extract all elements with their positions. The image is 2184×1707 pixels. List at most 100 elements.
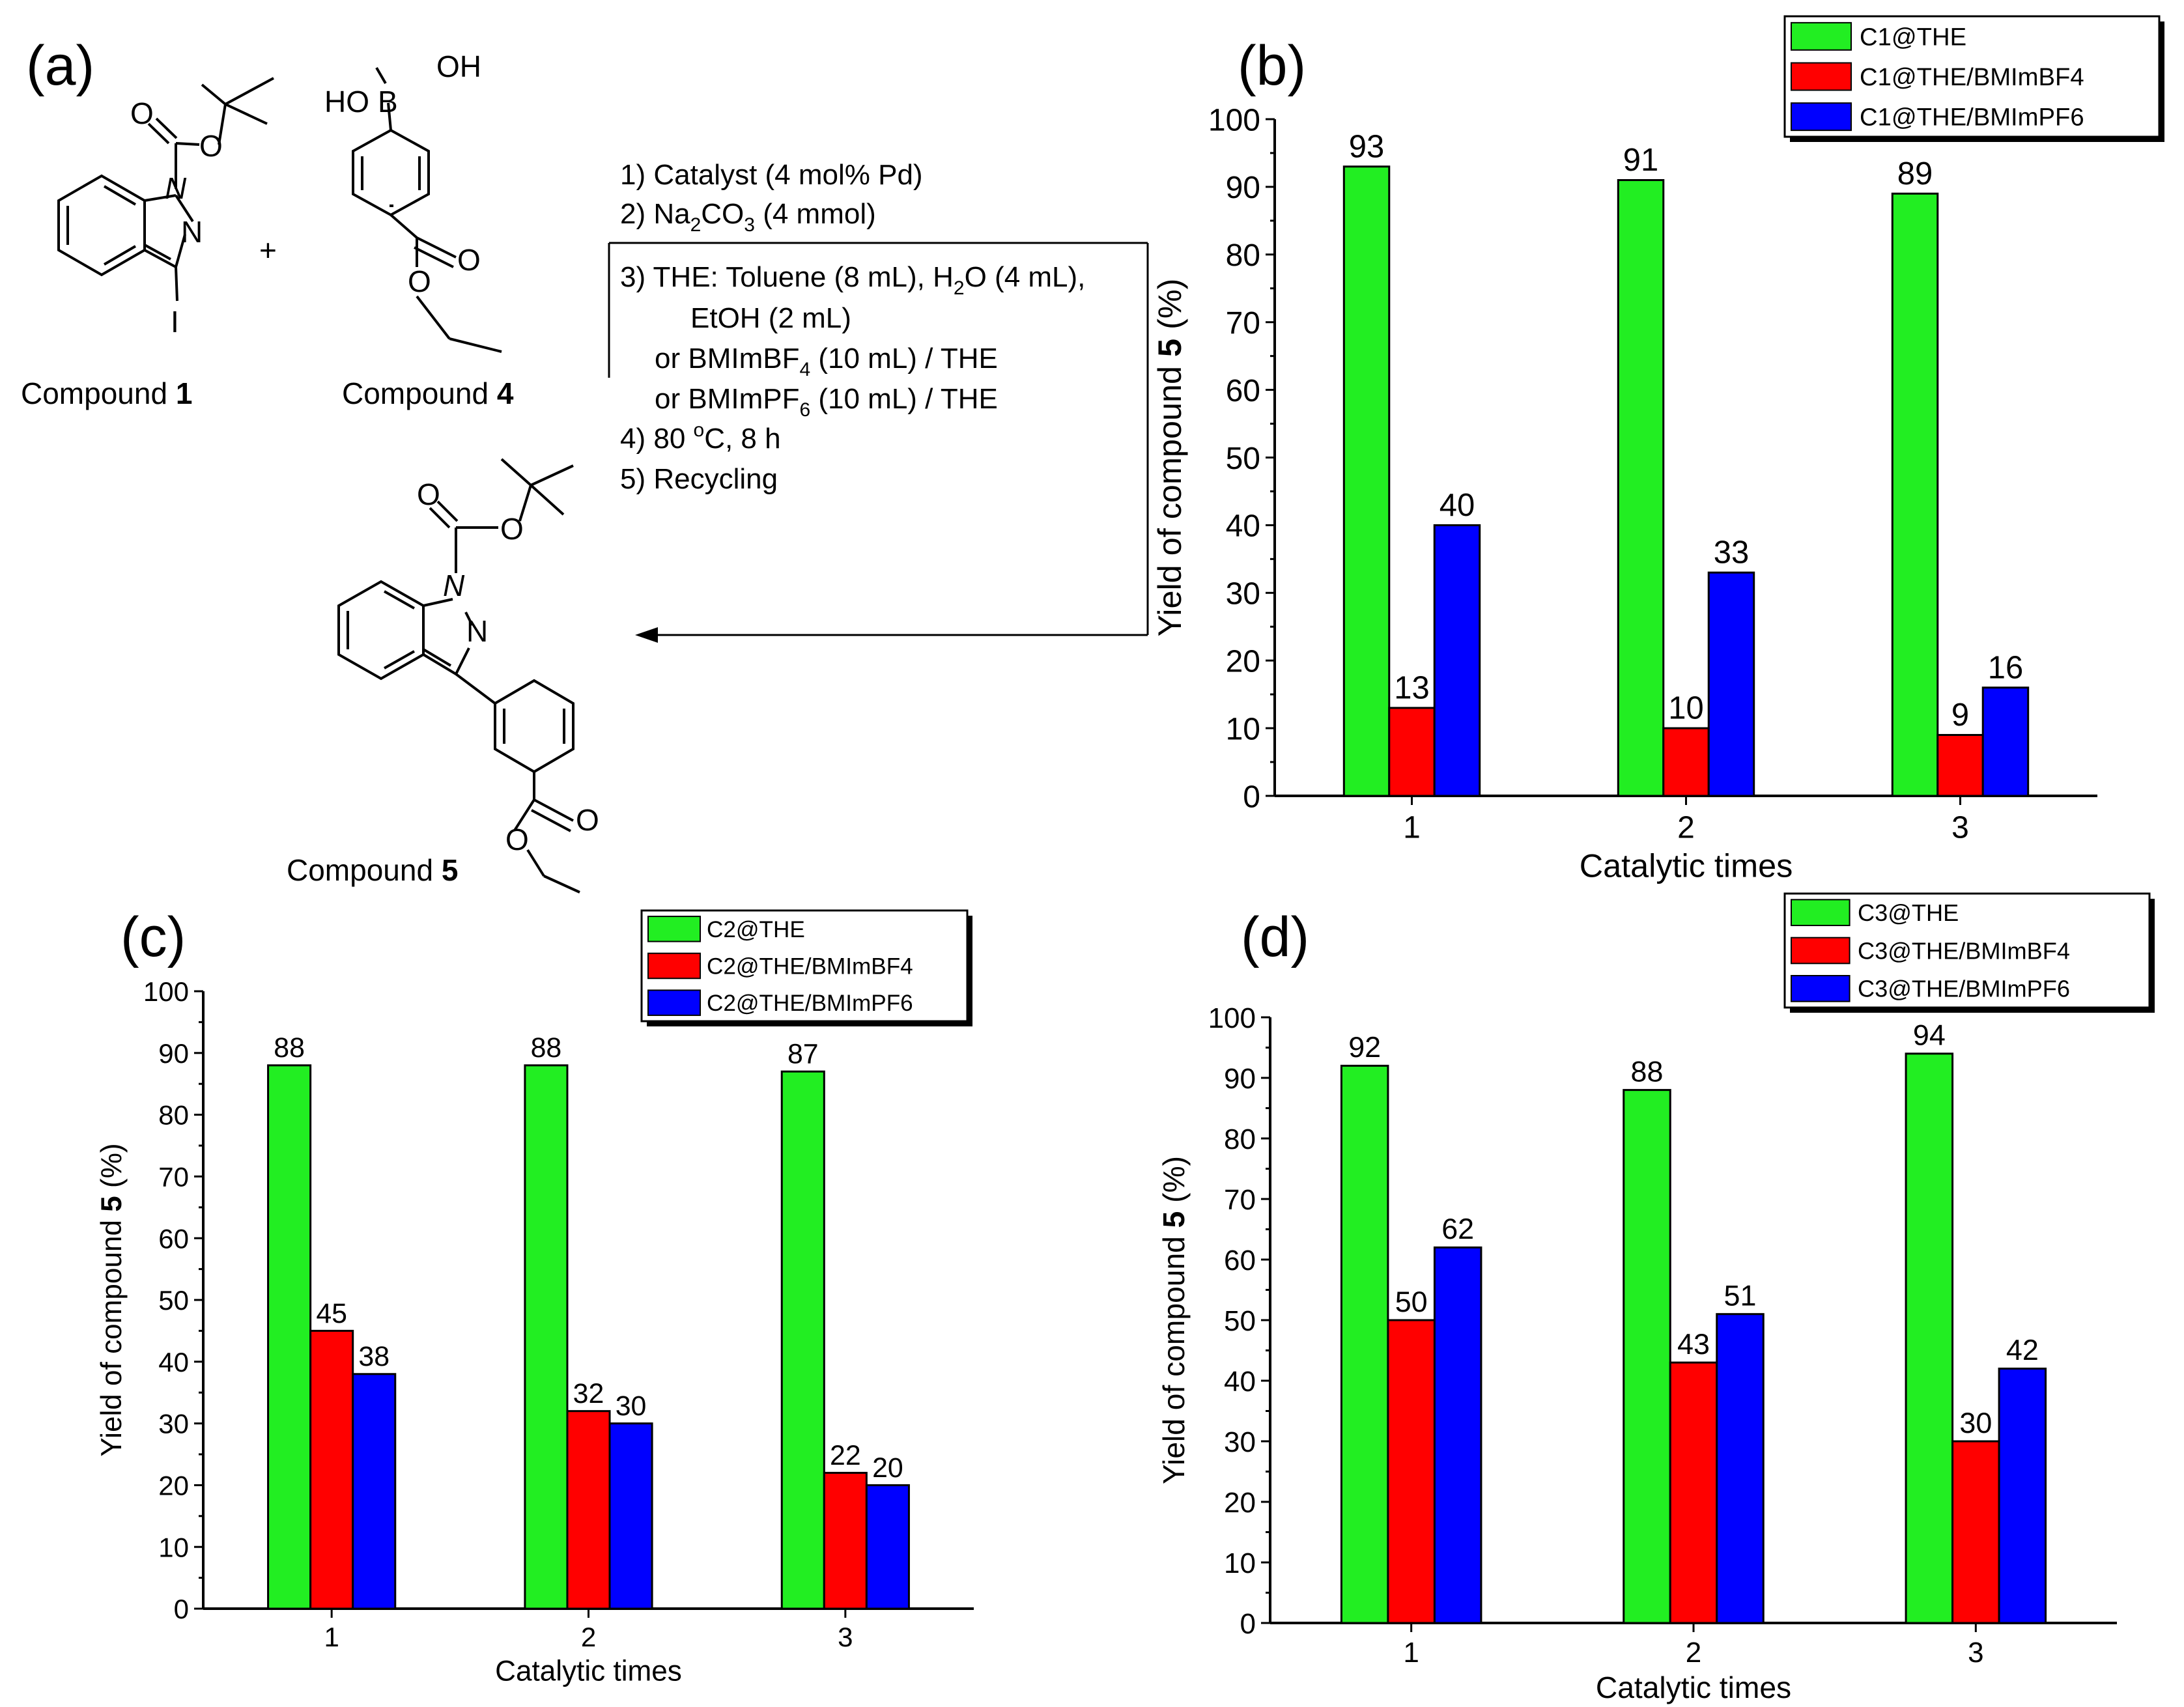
condition-step-1: 1) Catalyst (4 mol% Pd) [620,159,923,191]
x-tick-label: 1 [1403,1637,1419,1669]
panel-d-chart: (d) 0 10 20 30 40 50 60 70 80 90 100 1 92 50 62 2 88 43 51 3… [1157,892,2155,1704]
y-tick-label: 10 [158,1532,189,1562]
bar [1905,1052,1954,1624]
bar [608,1422,653,1610]
bar [352,1373,397,1610]
compound-4-atom-O-ester: O [408,264,431,298]
panel-c-chart: (c) 0 10 20 30 40 50 60 70 80 90 100 1 88 45 38 2 88 32 30 3… [96,906,974,1687]
panel-a: (a) O O N N I Compound 1 + [21,35,1149,894]
legend-entry: C2@THE/BMImBF4 [707,953,913,979]
y-tick-label: 60 [158,1223,189,1254]
y-tick-label: 60 [1224,1245,1256,1277]
bar-value-label: 30 [1959,1406,1992,1439]
compound-5-structure [337,458,580,894]
legend-entry: C3@THE/BMImBF4 [1858,937,2070,964]
bar [823,1471,868,1610]
bar [1433,1246,1482,1624]
bar-value-label: 38 [358,1341,390,1372]
condition-step-3-line-1: 3) THE: Toluene (8 mL), H2O (4 mL), [620,261,1085,299]
legend-swatch [647,916,701,942]
bar [267,1064,312,1610]
bar-value-label: 92 [1348,1030,1381,1064]
bar [1433,524,1481,797]
compound-4-atom-B: B [378,85,398,119]
y-tick-label: 100 [1208,103,1260,137]
compound-1-atom-N2: N [181,215,203,249]
legend-swatch [1791,937,1851,965]
y-tick-label: 50 [1226,442,1260,476]
bar-value-label: 89 [1897,156,1933,191]
bar [1716,1313,1765,1624]
x-axis-label: Catalytic times [495,1656,682,1687]
plus-sign: + [259,233,277,267]
compound-1-atom-N1: N [165,171,187,205]
legend-entry: C2@THE [707,917,805,942]
y-tick-label: 0 [1243,780,1260,814]
compound-5-label: Compound 5 [287,853,458,887]
y-tick-label: 30 [158,1409,189,1439]
x-tick-label: 2 [1677,810,1695,845]
bar-value-label: 32 [573,1378,604,1409]
bar [1387,1319,1436,1624]
compound-1-label: Compound 1 [21,376,192,410]
legend-swatch [1791,102,1852,132]
y-tick-label: 50 [1224,1305,1256,1337]
y-tick-label: 80 [158,1100,189,1131]
x-tick-label: 3 [838,1622,853,1652]
y-axis-label: Yield of compound 5 (%) [96,1143,128,1456]
compound-5-atom-O-carbonyl-2: O [576,803,599,837]
condition-step-2: 2) Na2CO3 (4 mmol) [620,198,876,236]
panel-b-chart: (b)0102030405060708090100193134029110333… [1151,15,2164,884]
bar-value-label: 30 [616,1390,647,1422]
reaction-arrow-head [635,627,658,643]
bar-value-label: 50 [1395,1285,1428,1318]
bar-value-label: 94 [1913,1019,1946,1052]
condition-step-3-line-2: EtOH (2 mL) [690,302,851,334]
legend-entry: C1@THE/BMImPF6 [1860,104,2084,132]
compound-5-atom-O-carbonyl: O [417,477,440,511]
y-tick-label: 90 [1224,1063,1256,1095]
bar-value-label: 16 [1988,650,2023,685]
bar [1707,571,1755,797]
y-tick-label: 70 [1226,306,1260,341]
y-tick-label: 20 [1224,1487,1256,1519]
legend-swatch [647,952,701,980]
y-tick-label: 40 [1226,509,1260,544]
bar-value-label: 87 [787,1039,819,1070]
y-tick-label: 30 [1226,577,1260,612]
compound-5-atom-N1: N [443,569,465,602]
legend: C2@THE C2@THE/BMImBF4 C2@THE/BMImPF6 [640,909,972,1026]
y-tick-label: 70 [158,1162,189,1192]
y-tick-label: 50 [158,1285,189,1316]
y-tick-label: 10 [1226,712,1260,746]
bar-value-label: 9 [1951,698,1969,733]
condition-step-5: 5) Recycling [620,463,778,495]
reaction-arrow [608,242,1149,636]
y-tick-label: 90 [1226,171,1260,205]
compound-1-atom-I: I [171,305,179,339]
y-tick-label: 0 [1240,1608,1256,1640]
x-tick-label: 3 [1951,810,1969,845]
bar [309,1329,354,1610]
bar [1617,179,1665,797]
x-axis-label: Catalytic times [1596,1671,1791,1704]
bar-value-label: 10 [1668,691,1703,726]
compound-5-atom-O-ester: O [500,512,524,546]
bar [1891,192,1939,797]
bar-value-label: 88 [531,1032,562,1064]
compound-1-atom-O-carbonyl: O [130,96,154,130]
bar [865,1484,910,1610]
y-tick-label: 70 [1224,1184,1256,1216]
legend-swatch [647,989,701,1016]
bar-value-label: 88 [1631,1054,1664,1088]
bar [1936,733,1984,797]
bar-value-label: 93 [1349,129,1384,164]
bar [1388,707,1436,797]
bar-value-label: 88 [274,1032,305,1064]
panel-c-label: (c) [121,906,186,968]
legend: C1@THE C1@THE/BMImBF4 C1@THE/BMImPF6 [1783,15,2164,142]
bar [566,1410,611,1610]
y-axis-label: Yield of compound 5 (%) [1157,1156,1191,1484]
y-tick-label: 80 [1226,238,1260,273]
